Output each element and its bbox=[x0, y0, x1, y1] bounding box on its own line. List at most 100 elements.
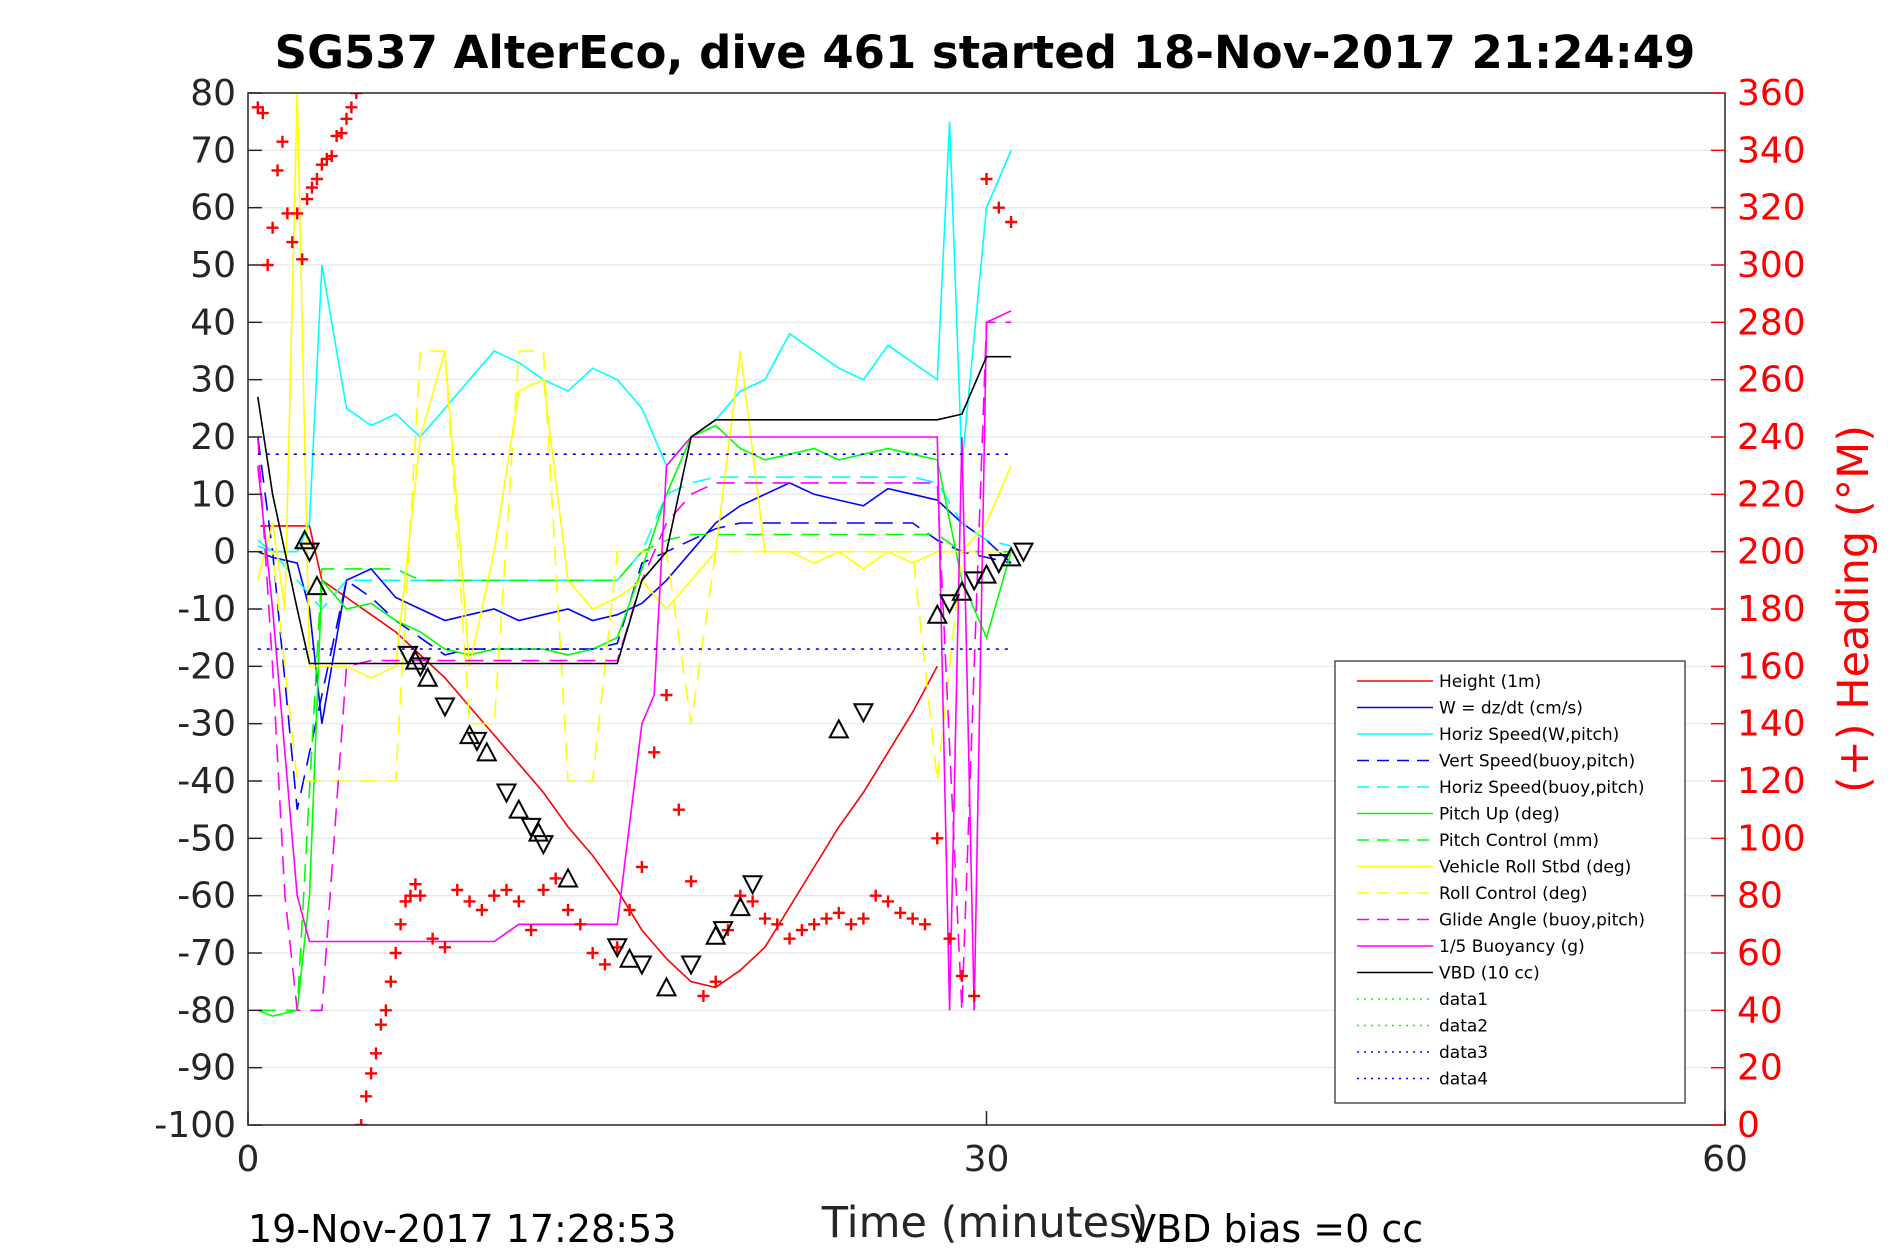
height-marker bbox=[495, 783, 518, 804]
height-marker bbox=[293, 529, 316, 550]
heading-mark bbox=[549, 872, 562, 885]
legend-entry: data1 bbox=[1439, 990, 1488, 1010]
legend-entry: Pitch Up (deg) bbox=[1439, 805, 1560, 825]
heading-mark bbox=[451, 883, 464, 896]
heading-mark bbox=[992, 201, 1005, 214]
heading-mark bbox=[271, 164, 284, 177]
heading-mark bbox=[438, 941, 451, 954]
heading-mark bbox=[623, 904, 636, 916]
heading-mark bbox=[286, 236, 299, 249]
heading-mark bbox=[574, 918, 587, 931]
heading-mark bbox=[820, 912, 833, 925]
heading-mark bbox=[266, 221, 279, 234]
left-tick-label: 30 bbox=[190, 360, 236, 401]
heading-mark bbox=[475, 904, 488, 916]
right-tick-label: 260 bbox=[1737, 360, 1806, 401]
left-tick-label: 10 bbox=[190, 474, 236, 515]
heading-mark bbox=[350, 93, 363, 99]
heading-mark bbox=[500, 883, 513, 896]
series-line-11 bbox=[257, 355, 1012, 665]
height-marker bbox=[741, 875, 764, 896]
height-marker bbox=[306, 574, 328, 596]
heading-mark bbox=[345, 101, 358, 114]
heading-mark bbox=[426, 932, 439, 945]
height-marker bbox=[527, 821, 550, 842]
heading-mark bbox=[256, 107, 269, 120]
series-line-1 bbox=[257, 482, 1012, 724]
heading-mark bbox=[955, 969, 968, 982]
heading-mark bbox=[832, 906, 845, 919]
height-marker bbox=[631, 955, 653, 976]
heading-mark bbox=[414, 889, 427, 902]
heading-mark bbox=[379, 1004, 392, 1017]
chart-title: SG537 AlterEco, dive 461 started 18-Nov-… bbox=[275, 26, 1696, 79]
heading-mark bbox=[980, 173, 993, 185]
x-tick-label: 60 bbox=[1702, 1139, 1748, 1180]
height-marker bbox=[458, 723, 481, 745]
series-line-6 bbox=[257, 533, 1012, 1012]
heading-mark bbox=[394, 918, 407, 931]
heading-mark bbox=[906, 912, 919, 925]
left-tick-label: 60 bbox=[190, 188, 236, 229]
left-tick-label: 70 bbox=[190, 130, 236, 171]
height-marker bbox=[828, 718, 850, 739]
heading-mark bbox=[1005, 216, 1018, 228]
series-line-5 bbox=[257, 424, 1012, 1017]
legend-entry: Height (1m) bbox=[1439, 672, 1541, 692]
left-tick-label: -60 bbox=[177, 876, 236, 917]
heading-mark bbox=[586, 947, 599, 959]
right-tick-label: 280 bbox=[1737, 302, 1806, 343]
footer-timestamp: 19-Nov-2017 17:28:53 bbox=[248, 1207, 676, 1251]
right-tick-label: 0 bbox=[1737, 1105, 1760, 1146]
heading-mark bbox=[261, 259, 274, 271]
height-marker bbox=[476, 741, 498, 762]
right-axis: 3603403203002802602402202001801601401201… bbox=[1711, 73, 1806, 1146]
legend-entry: VBD (10 cc) bbox=[1439, 964, 1540, 984]
legend-entry: Horiz Speed(W,pitch) bbox=[1439, 725, 1619, 745]
heading-mark bbox=[374, 1018, 387, 1031]
left-tick-label: -10 bbox=[177, 589, 236, 630]
heading-mark bbox=[389, 947, 402, 959]
heading-mark bbox=[869, 889, 882, 902]
heading-mark bbox=[697, 990, 710, 1002]
heading-mark bbox=[685, 875, 698, 888]
plot-area bbox=[251, 93, 1035, 1125]
heading-mark bbox=[758, 912, 771, 925]
heading-mark bbox=[562, 904, 575, 916]
legend-entry: Horiz Speed(buoy,pitch) bbox=[1439, 778, 1645, 798]
height-marker bbox=[409, 657, 431, 678]
height-marker bbox=[655, 976, 678, 997]
series-line-0 bbox=[260, 525, 939, 989]
heading-mark bbox=[845, 918, 858, 931]
right-tick-label: 20 bbox=[1737, 1048, 1783, 1089]
heading-mark bbox=[894, 906, 907, 919]
left-tick-label: -30 bbox=[177, 704, 236, 745]
left-tick-label: -40 bbox=[177, 761, 236, 802]
left-tick-label: 80 bbox=[190, 73, 236, 114]
height-marker bbox=[606, 938, 628, 959]
right-tick-label: 300 bbox=[1737, 245, 1806, 286]
legend-entry: Vehicle Roll Stbd (deg) bbox=[1439, 858, 1631, 878]
legend-entry: data2 bbox=[1439, 1017, 1488, 1037]
heading-mark bbox=[488, 889, 501, 902]
heading-mark bbox=[795, 924, 808, 937]
height-marker bbox=[466, 731, 488, 753]
heading-mark bbox=[301, 193, 314, 206]
heading-mark bbox=[635, 861, 648, 873]
legend-entry: Vert Speed(buoy,pitch) bbox=[1439, 752, 1635, 772]
height-marker bbox=[508, 798, 530, 819]
left-tick-label: -70 bbox=[177, 933, 236, 974]
heading-mark bbox=[672, 803, 685, 816]
height-marker bbox=[1012, 542, 1035, 563]
heading-mark bbox=[968, 990, 981, 1002]
legend-entry: Roll Control (deg) bbox=[1439, 884, 1587, 904]
left-tick-label: -90 bbox=[177, 1048, 236, 1089]
heading-mark bbox=[660, 689, 673, 701]
heading-mark bbox=[771, 918, 784, 931]
heading-mark bbox=[340, 112, 353, 125]
heading-mark bbox=[598, 958, 611, 971]
left-tick-label: 50 bbox=[190, 245, 236, 286]
left-tick-label: -50 bbox=[177, 818, 236, 859]
x-axis-label: Time (minutes) bbox=[821, 1198, 1149, 1248]
